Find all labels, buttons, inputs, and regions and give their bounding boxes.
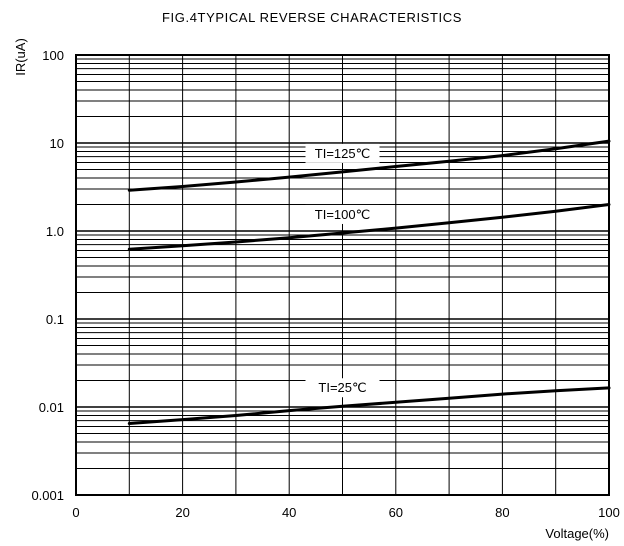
grid [76, 55, 609, 496]
series-label-2: TI=25℃ [318, 380, 366, 395]
y-tick-label: 10 [50, 136, 64, 151]
x-tick-label: 0 [72, 505, 79, 520]
x-tick-label: 40 [282, 505, 296, 520]
series-line-2 [127, 386, 611, 425]
x-tick-label: 80 [495, 505, 509, 520]
series-label-bg [305, 204, 380, 224]
chart-title: FIG.4TYPICAL REVERSE CHARACTERISTICS [162, 10, 462, 25]
series-label-1: TI=100℃ [315, 207, 370, 222]
x-tick-label: 100 [598, 505, 620, 520]
x-axis-ticks: 0 20 40 60 80 100 [72, 505, 619, 520]
series-group: TI=125℃ TI=100℃ TI=25℃ [127, 139, 611, 425]
plot-area-border [75, 54, 610, 496]
series-label-bg [305, 378, 380, 398]
x-tick-label: 60 [389, 505, 403, 520]
series-label-0: TI=125℃ [315, 146, 370, 161]
y-axis-ticks: 100 10 1.0 0.1 0.01 0.001 [31, 48, 64, 503]
series-label-bg [305, 143, 380, 163]
x-axis-label: Voltage(%) [545, 526, 609, 541]
y-tick-label: 1.0 [46, 224, 64, 239]
y-tick-label: 0.01 [39, 400, 64, 415]
x-tick-label: 20 [175, 505, 189, 520]
y-tick-label: 0.001 [31, 488, 64, 503]
series-line-1 [127, 203, 611, 251]
y-axis-label: IR(uA) [13, 38, 28, 76]
y-tick-label: 0.1 [46, 312, 64, 327]
y-tick-label: 100 [42, 48, 64, 63]
series-line-0 [127, 139, 611, 192]
